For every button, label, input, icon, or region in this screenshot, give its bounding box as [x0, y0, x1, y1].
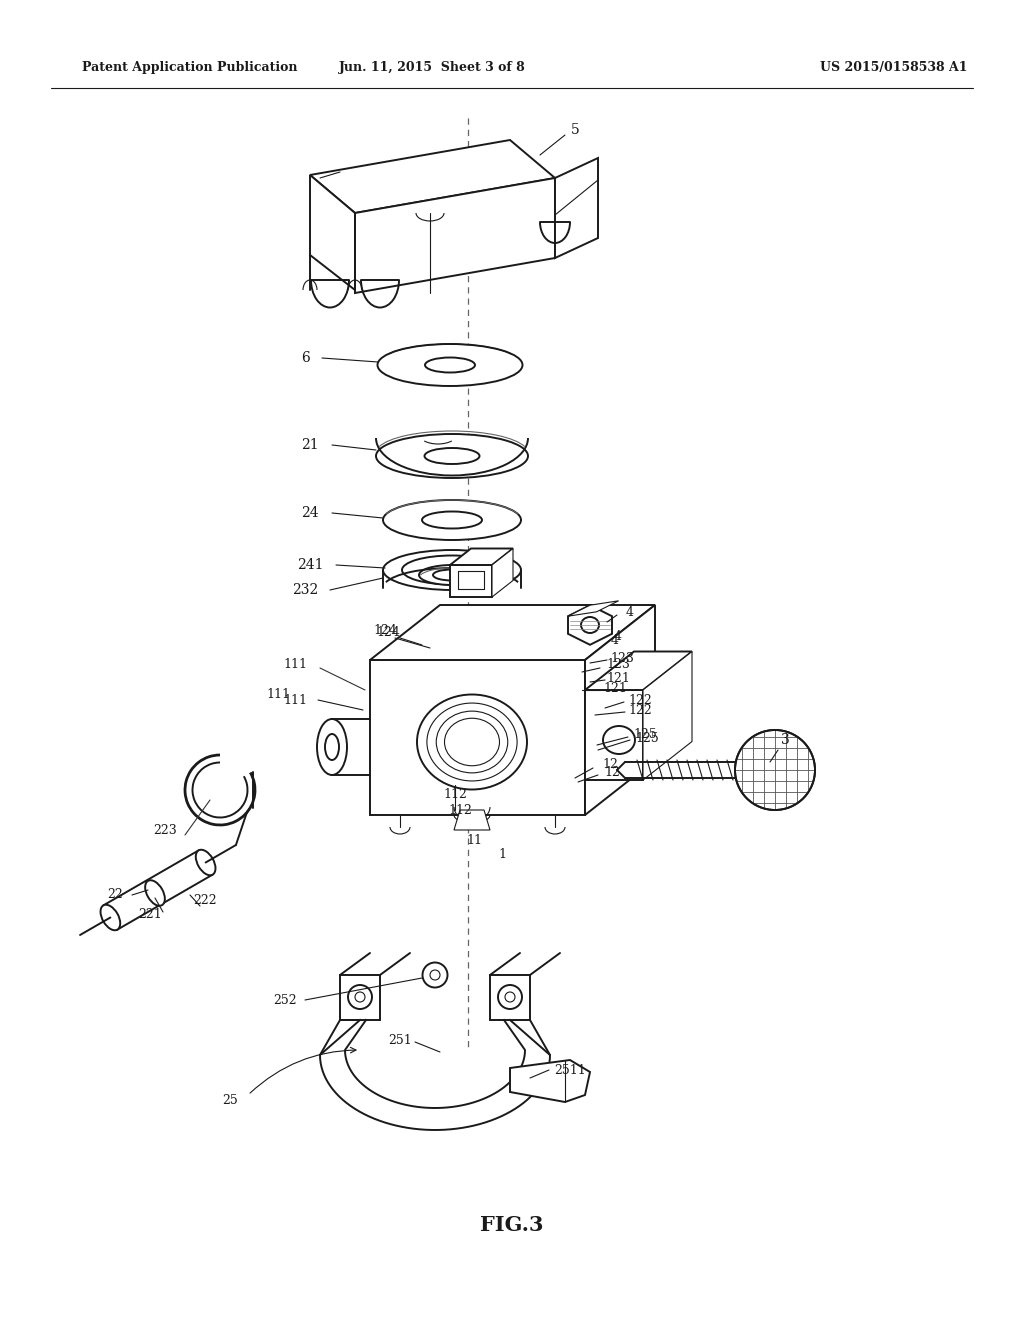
Polygon shape — [568, 601, 618, 616]
Ellipse shape — [419, 565, 485, 585]
Ellipse shape — [383, 550, 521, 590]
Ellipse shape — [145, 880, 165, 906]
Ellipse shape — [355, 993, 365, 1002]
Text: 124: 124 — [376, 626, 400, 639]
Text: 1: 1 — [498, 849, 506, 862]
Text: 123: 123 — [606, 659, 630, 672]
Text: 222: 222 — [194, 894, 217, 907]
Text: 4: 4 — [611, 634, 618, 647]
Text: 232: 232 — [292, 583, 318, 597]
Ellipse shape — [430, 970, 440, 979]
Polygon shape — [585, 690, 643, 780]
Text: Jun. 11, 2015  Sheet 3 of 8: Jun. 11, 2015 Sheet 3 of 8 — [339, 62, 525, 74]
Polygon shape — [585, 605, 655, 814]
Text: 125: 125 — [635, 731, 658, 744]
Polygon shape — [340, 975, 380, 1020]
Ellipse shape — [505, 993, 515, 1002]
Text: 24: 24 — [301, 506, 318, 520]
Ellipse shape — [425, 447, 479, 465]
Text: 12: 12 — [604, 767, 620, 780]
Polygon shape — [454, 810, 490, 830]
Text: 124: 124 — [373, 623, 397, 636]
Text: 252: 252 — [273, 994, 297, 1006]
Ellipse shape — [376, 434, 528, 478]
Ellipse shape — [581, 616, 599, 634]
Text: US 2015/0158538 A1: US 2015/0158538 A1 — [820, 62, 968, 74]
Ellipse shape — [436, 711, 508, 774]
Ellipse shape — [427, 704, 517, 781]
Text: 111: 111 — [283, 659, 307, 672]
Text: 25: 25 — [222, 1093, 238, 1106]
Polygon shape — [450, 549, 513, 565]
Text: Patent Application Publication: Patent Application Publication — [82, 62, 298, 74]
Text: 5: 5 — [570, 123, 580, 137]
Ellipse shape — [422, 511, 482, 528]
Ellipse shape — [498, 985, 522, 1008]
Ellipse shape — [425, 358, 475, 372]
Ellipse shape — [423, 962, 447, 987]
Text: 121: 121 — [603, 681, 627, 694]
Ellipse shape — [317, 719, 347, 775]
Ellipse shape — [196, 850, 215, 875]
Text: 4: 4 — [614, 631, 622, 644]
Text: 12: 12 — [602, 759, 617, 771]
Ellipse shape — [383, 500, 521, 540]
Polygon shape — [510, 1060, 590, 1102]
Text: 122: 122 — [628, 704, 652, 717]
Polygon shape — [555, 158, 598, 257]
Polygon shape — [370, 605, 655, 660]
Ellipse shape — [444, 718, 500, 766]
Text: 121: 121 — [606, 672, 630, 685]
Text: 3: 3 — [780, 733, 790, 747]
Polygon shape — [310, 176, 355, 290]
Text: FIG.3: FIG.3 — [480, 1214, 544, 1236]
Polygon shape — [355, 178, 555, 293]
Ellipse shape — [603, 726, 635, 754]
Ellipse shape — [325, 734, 339, 760]
Polygon shape — [370, 660, 585, 814]
Text: 11: 11 — [466, 833, 482, 846]
Ellipse shape — [735, 730, 815, 810]
Ellipse shape — [378, 345, 522, 385]
Polygon shape — [450, 565, 492, 597]
Text: 122: 122 — [628, 693, 652, 706]
Text: 112: 112 — [443, 788, 467, 801]
Polygon shape — [492, 549, 513, 597]
Ellipse shape — [100, 904, 120, 931]
Polygon shape — [568, 605, 612, 644]
Ellipse shape — [348, 985, 372, 1008]
Text: 4: 4 — [626, 606, 634, 619]
Text: 22: 22 — [108, 888, 123, 902]
Text: 112: 112 — [449, 804, 472, 817]
Polygon shape — [310, 140, 555, 213]
Polygon shape — [585, 652, 692, 690]
Text: 2511: 2511 — [554, 1064, 586, 1077]
Text: 123: 123 — [610, 652, 634, 664]
Text: 251: 251 — [388, 1034, 412, 1047]
Ellipse shape — [417, 694, 527, 789]
Ellipse shape — [402, 556, 502, 585]
Text: 221: 221 — [138, 908, 162, 921]
Text: 125: 125 — [633, 729, 656, 742]
Polygon shape — [490, 975, 530, 1020]
Text: 6: 6 — [301, 351, 309, 366]
Text: 241: 241 — [297, 558, 324, 572]
Text: 21: 21 — [301, 438, 318, 451]
Polygon shape — [643, 652, 692, 780]
Text: 111: 111 — [283, 693, 307, 706]
Text: 223: 223 — [154, 824, 177, 837]
Ellipse shape — [433, 569, 471, 581]
Text: 111: 111 — [266, 689, 290, 701]
